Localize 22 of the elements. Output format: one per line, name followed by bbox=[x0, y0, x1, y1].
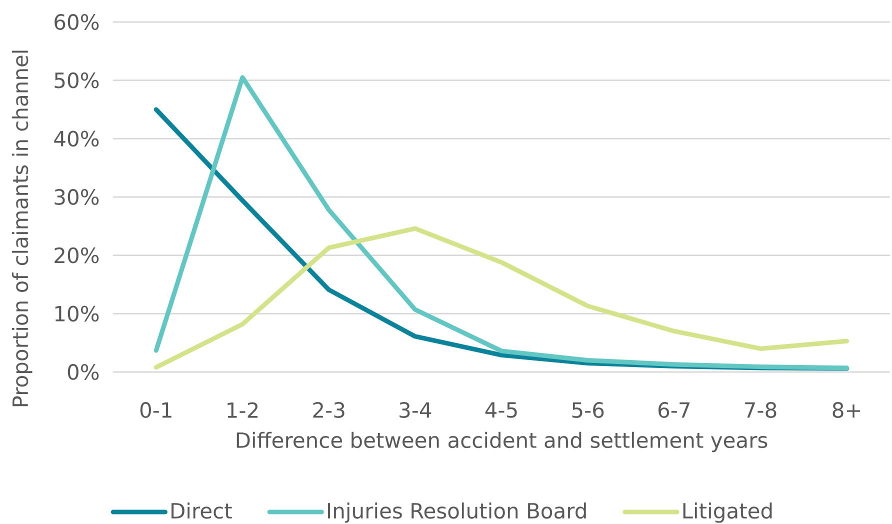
x-tick-label: 4-5 bbox=[485, 402, 517, 418]
y-tick-label: 10% bbox=[55, 306, 99, 322]
x-tick-label: 1-2 bbox=[228, 402, 258, 418]
x-tick-label: 6-7 bbox=[658, 402, 690, 418]
y-tick-label: 30% bbox=[54, 189, 99, 205]
line-series bbox=[154, 226, 850, 370]
legend-label: Litigated bbox=[683, 502, 772, 523]
x-tick-label: 7-8 bbox=[745, 402, 776, 418]
x-tick-label: 8+ bbox=[832, 402, 860, 418]
y-tick-label: 60% bbox=[54, 14, 99, 30]
legend-label: Injuries Resolution Board bbox=[328, 502, 586, 523]
y-tick-label: 20% bbox=[54, 247, 99, 264]
x-tick-label: 0-1 bbox=[140, 402, 172, 418]
y-tick-label: 50% bbox=[54, 72, 99, 88]
x-axis-title: Difference between accident and settlement years bbox=[236, 432, 768, 452]
y-axis-title: Proportion of claimants in channel bbox=[12, 50, 32, 406]
y-tick-label: 0% bbox=[68, 364, 99, 380]
legend-label: Direct bbox=[172, 502, 232, 519]
y-tick-label: 40% bbox=[54, 130, 99, 147]
x-tick-label: 2-3 bbox=[313, 402, 344, 418]
x-tick-label: 5-6 bbox=[572, 402, 604, 418]
x-tick-label: 3-4 bbox=[400, 402, 432, 418]
